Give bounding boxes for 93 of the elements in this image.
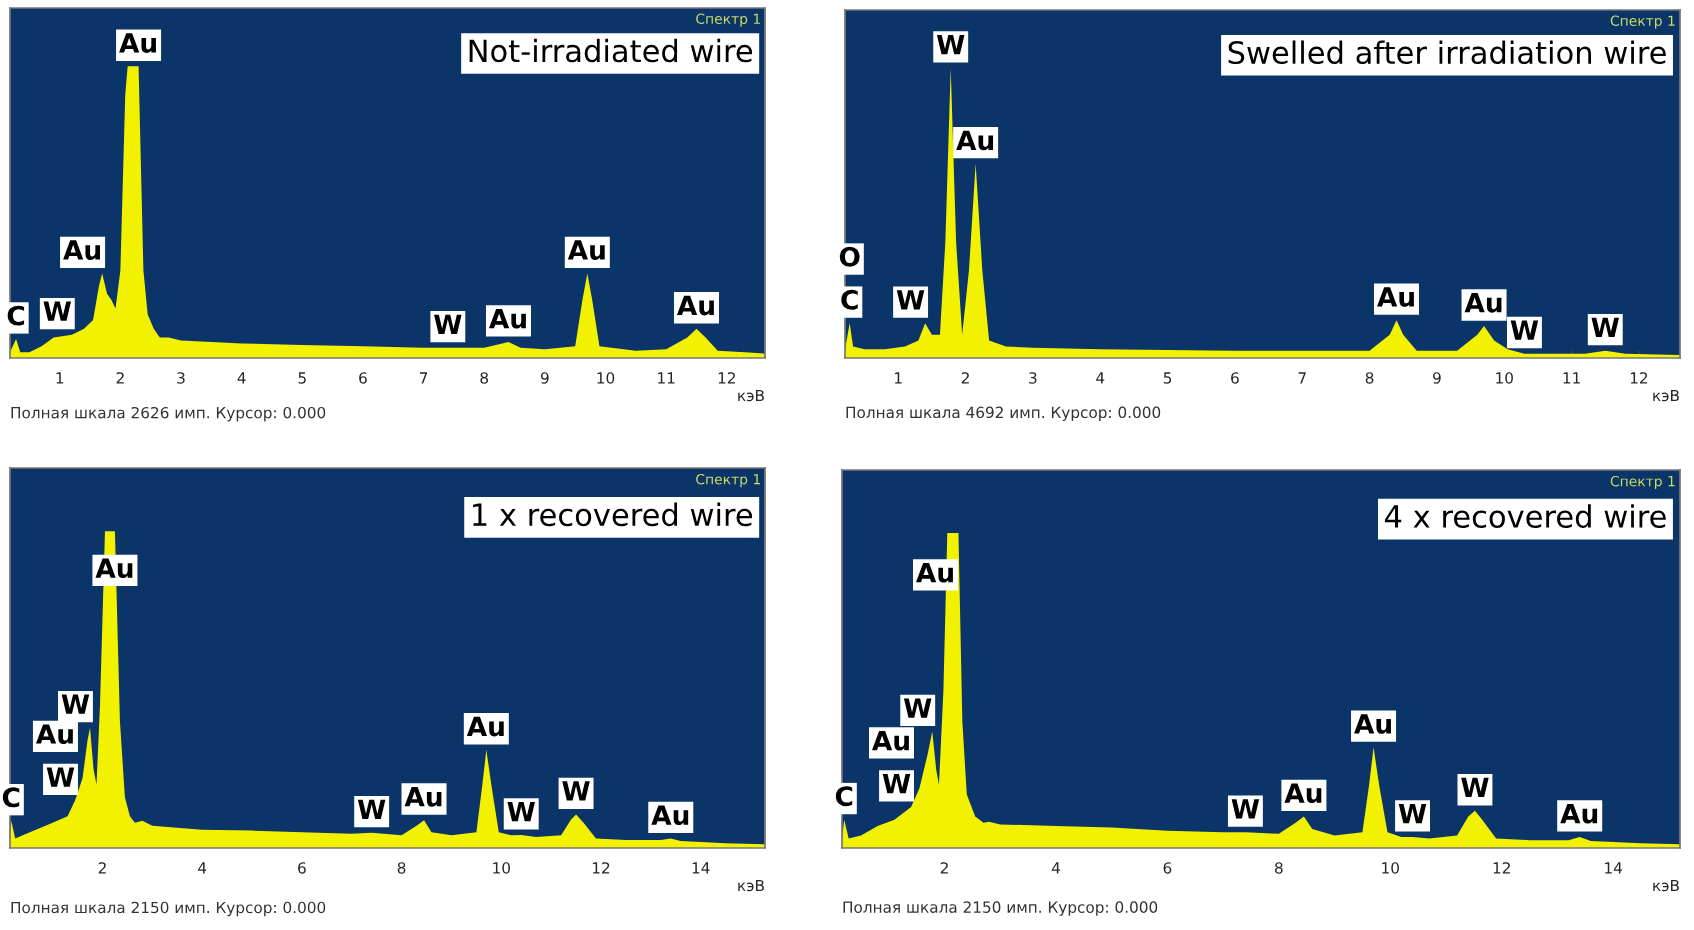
- text: Полная шкала 2150 имп. Курсор: 0.000: [843, 901, 1158, 916]
- x-tick-label: 14: [692, 862, 710, 874]
- annotation: W: [46, 767, 75, 787]
- x-tick-label: 14: [1605, 862, 1622, 874]
- x-tick-label: 2: [98, 862, 106, 874]
- x-tick-label: 10: [1496, 372, 1513, 384]
- x-tick-label: 8: [397, 862, 406, 874]
- chart-title: 4 x recovered wire: [1384, 504, 1666, 529]
- annotation: Au: [1377, 287, 1414, 307]
- annotation: Au: [956, 130, 994, 151]
- annotation: Au: [119, 33, 156, 53]
- annotation: C: [835, 786, 853, 807]
- annotation: Au: [63, 240, 100, 260]
- annotation: W: [562, 781, 590, 801]
- annotation: W: [434, 314, 462, 334]
- x-tick-label: 1: [895, 372, 902, 384]
- annotation: O: [839, 246, 860, 267]
- annotation: W: [1510, 320, 1539, 340]
- x-tick-label: 11: [1563, 372, 1580, 384]
- annotation: Au: [1354, 714, 1391, 734]
- x-tick-label: 4: [198, 862, 207, 874]
- x-axis-title: кэВ: [1653, 879, 1679, 892]
- annotation: Au: [489, 308, 526, 329]
- annotation: W: [896, 290, 925, 310]
- x-tick-label: 6: [1163, 862, 1172, 874]
- chart-title: Swelled after irradiation wire: [1228, 40, 1666, 65]
- text: Спектр 1: [1610, 475, 1675, 490]
- chart-title: Not-irradiated wire: [469, 38, 753, 63]
- x-axis-title: кэВ: [738, 879, 764, 892]
- annotation: W: [507, 801, 535, 822]
- text: Спектр 1: [696, 13, 760, 27]
- text: Полная шкала 2150 имп. Курсор: 0.000: [11, 901, 326, 917]
- annotation: Au: [651, 805, 689, 826]
- annotation: W: [936, 34, 965, 55]
- x-tick-label: 7: [419, 372, 428, 384]
- text: Спектр 1: [696, 473, 760, 488]
- x-tick-label: 12: [592, 862, 610, 874]
- text: Полная шкала 2626 имп. Курсор: 0.000: [11, 406, 326, 422]
- annotation: W: [1461, 777, 1489, 798]
- annotation: W: [882, 773, 911, 794]
- x-tick-label: 5: [1163, 372, 1172, 384]
- x-tick-label: 10: [597, 372, 615, 384]
- x-tick-label: 10: [493, 862, 510, 874]
- annotation: C: [7, 305, 25, 326]
- text: Полная шкала 4692 имп. Курсор: 0.000: [846, 406, 1161, 422]
- x-tick-label: 8: [1365, 372, 1374, 384]
- annotation: Au: [466, 716, 504, 737]
- x-tick-label: 4: [1051, 862, 1060, 874]
- annotation: C: [2, 787, 20, 808]
- x-tick-label: 2: [940, 862, 948, 874]
- annotation: C: [841, 289, 858, 310]
- x-tick-label: 8: [1275, 862, 1283, 874]
- x-tick-label: 9: [1433, 372, 1441, 384]
- annotation: Au: [567, 240, 605, 260]
- x-tick-label: 6: [298, 862, 306, 874]
- text: Спектр 1: [1610, 15, 1675, 29]
- annotation: Au: [1284, 783, 1322, 804]
- annotation: W: [903, 698, 932, 718]
- annotation: Au: [677, 295, 714, 316]
- x-tick-label: 6: [359, 372, 367, 384]
- x-tick-label: 12: [1630, 372, 1648, 384]
- x-tick-label: 5: [298, 372, 306, 384]
- x-tick-label: 2: [961, 372, 969, 384]
- x-tick-label: 3: [1029, 372, 1037, 384]
- annotation: W: [1591, 317, 1619, 337]
- x-axis-title: кэВ: [1653, 389, 1679, 402]
- x-tick-label: 2: [116, 372, 124, 384]
- x-tick-label: 9: [540, 372, 549, 384]
- annotation: Au: [95, 558, 133, 579]
- annotation: Au: [872, 730, 909, 751]
- chart-title: 1 x recovered wire: [473, 502, 753, 527]
- x-tick-label: 4: [1096, 372, 1105, 384]
- x-tick-label: 7: [1298, 372, 1306, 384]
- annotation: W: [1231, 799, 1260, 819]
- x-tick-label: 10: [1382, 862, 1399, 874]
- annotation: Au: [35, 724, 73, 744]
- annotation: W: [1398, 803, 1427, 824]
- x-tick-label: 1: [56, 372, 64, 384]
- annotation: Au: [1464, 293, 1502, 313]
- annotation: W: [61, 694, 90, 714]
- annotation: W: [357, 799, 386, 819]
- x-tick-label: 8: [480, 372, 489, 384]
- x-tick-label: 12: [718, 372, 735, 384]
- annotation: Au: [916, 562, 953, 583]
- x-tick-label: 12: [1493, 862, 1510, 874]
- x-tick-label: 6: [1231, 372, 1239, 384]
- annotation: Au: [404, 787, 442, 807]
- x-tick-label: 3: [177, 372, 185, 384]
- x-axis-title: кэВ: [738, 389, 764, 402]
- annotation: W: [43, 301, 72, 321]
- x-tick-label: 11: [658, 372, 675, 384]
- annotation: Au: [1560, 803, 1598, 824]
- x-tick-label: 4: [237, 372, 246, 384]
